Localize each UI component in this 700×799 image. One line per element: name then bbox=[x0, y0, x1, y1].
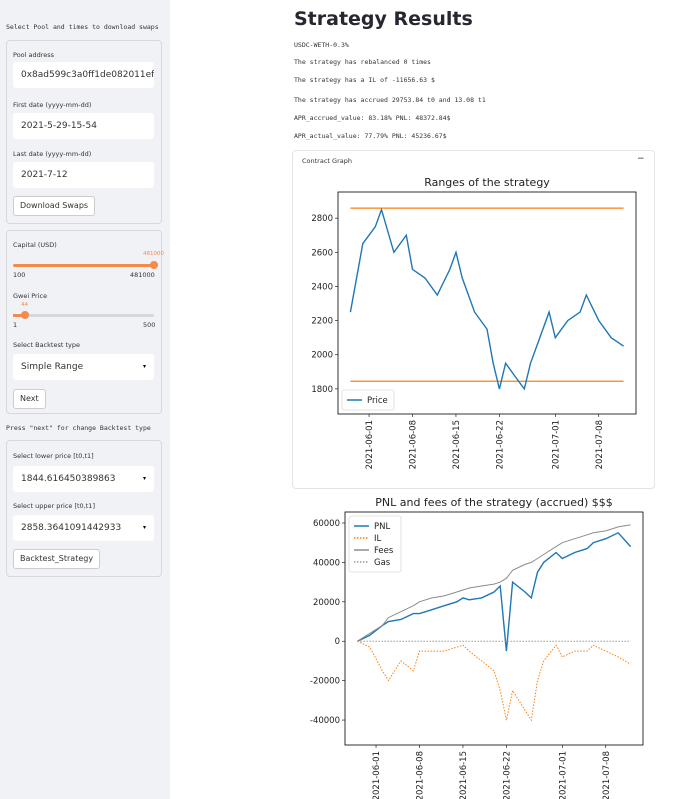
x-tick-label: 2021-06-22 bbox=[495, 420, 505, 469]
text-line: The strategy has a IL of -11656.63 $ bbox=[294, 76, 435, 84]
y-tick-label: 2800 bbox=[311, 214, 333, 224]
form-box bbox=[6, 40, 162, 224]
legend-label: PNL bbox=[374, 522, 390, 532]
text-line: APR_accrued_value: 83.18% PNL: 48372.84$ bbox=[294, 114, 451, 122]
y-tick-label: 2600 bbox=[311, 248, 333, 258]
legend-label: Price bbox=[367, 396, 388, 406]
legend-label: Gas bbox=[374, 558, 391, 568]
chart-title: PNL and fees of the strategy (accrued) $… bbox=[375, 496, 613, 509]
slider-fill bbox=[13, 314, 25, 317]
label: Select upper price [t0,t1] bbox=[13, 502, 95, 510]
y-tick-label: 40000 bbox=[313, 558, 340, 568]
label: Pool address bbox=[13, 51, 55, 59]
select[interactable]: Simple Range bbox=[13, 354, 154, 380]
slider-thumb[interactable] bbox=[21, 311, 29, 319]
expander-header[interactable]: Contract Graph bbox=[302, 157, 352, 165]
x-tick-label: 2021-07-01 bbox=[558, 751, 568, 799]
label: Last date (yyyy-mm-dd) bbox=[13, 150, 92, 158]
text-input[interactable]: 2021-7-12 bbox=[13, 162, 154, 188]
select[interactable]: 2858.3641091442933 bbox=[13, 515, 154, 541]
x-tick-label: 2021-07-01 bbox=[551, 420, 561, 469]
expander bbox=[292, 150, 655, 489]
series-line bbox=[349, 207, 624, 391]
select[interactable]: 1844.616450389863 bbox=[13, 466, 154, 492]
x-tick-label: 2021-07-08 bbox=[602, 751, 612, 799]
y-tick-label: 1800 bbox=[311, 385, 333, 395]
page-title: Strategy Results bbox=[294, 8, 473, 30]
series-line bbox=[357, 640, 631, 722]
text-line: APR_actual_value: 77.79% PNL: 45236.67$ bbox=[294, 132, 447, 140]
x-tick-label: 2021-06-01 bbox=[365, 420, 375, 469]
heading: Select Pool and times to download swaps bbox=[6, 23, 159, 31]
text-input[interactable]: 0x8ad599c3a0ff1de082011efddc58f1908eb6e6… bbox=[13, 62, 154, 88]
series-line bbox=[357, 524, 631, 642]
text-line: USDC-WETH-0.3% bbox=[294, 41, 349, 49]
slider-min: 100 bbox=[13, 271, 26, 279]
x-tick-label: 2021-06-15 bbox=[459, 751, 469, 799]
x-tick-label: 2021-06-15 bbox=[452, 420, 462, 469]
y-tick-label: 20000 bbox=[313, 598, 340, 608]
x-tick-label: 2021-07-08 bbox=[595, 420, 605, 469]
legend-box bbox=[348, 515, 402, 573]
x-tick-label: 2021-06-22 bbox=[502, 751, 512, 799]
y-tick-label: 60000 bbox=[313, 519, 340, 529]
y-tick-label: 0 bbox=[335, 637, 340, 647]
x-tick-label: 2021-06-08 bbox=[416, 751, 426, 799]
y-tick-label: -40000 bbox=[310, 716, 340, 726]
slider-max: 500 bbox=[143, 321, 156, 329]
text-line: The strategy has accrued 29753.84 t0 and… bbox=[294, 96, 486, 104]
slider-value: 481000 bbox=[143, 251, 164, 257]
slider-thumb[interactable] bbox=[150, 261, 158, 269]
legend-label: Fees bbox=[374, 546, 394, 556]
label: Select Backtest type bbox=[13, 341, 80, 349]
y-tick-label: 2000 bbox=[311, 351, 333, 361]
expander-toggle[interactable]: − bbox=[637, 154, 645, 164]
hint: Press "next" for change Backtest type bbox=[6, 424, 151, 432]
slider-min: 1 bbox=[13, 321, 18, 329]
form-box bbox=[6, 230, 162, 414]
x-tick-label: 2021-06-08 bbox=[409, 420, 419, 469]
text-line: The strategy has rebalanced 0 times bbox=[294, 58, 431, 66]
legend-label: IL bbox=[374, 534, 382, 544]
slider-value: 44 bbox=[21, 302, 28, 308]
y-tick-label: 2200 bbox=[311, 317, 333, 327]
slider-max: 481000 bbox=[130, 271, 155, 279]
series-line bbox=[357, 531, 632, 652]
label: Select lower price [t0,t1] bbox=[13, 452, 94, 460]
chart-title: Ranges of the strategy bbox=[424, 176, 550, 189]
button[interactable]: Download Swaps bbox=[13, 196, 96, 216]
form-box bbox=[6, 440, 162, 577]
y-tick-label: 2400 bbox=[311, 282, 333, 292]
sidebar: Select Pool and times to download swaps … bbox=[0, 0, 170, 799]
text-input[interactable]: 2021-5-29-15-54 bbox=[13, 113, 154, 139]
legend-box bbox=[341, 389, 395, 411]
label: Capital (USD) bbox=[13, 241, 57, 249]
plot-frame bbox=[344, 511, 644, 746]
caret: ▾ bbox=[143, 524, 147, 531]
plot-frame bbox=[337, 191, 637, 415]
slider-track bbox=[13, 314, 154, 317]
caret: ▾ bbox=[143, 475, 147, 482]
x-tick-label: 2021-06-01 bbox=[372, 751, 382, 799]
button[interactable]: Backtest_Strategy bbox=[13, 549, 101, 569]
button[interactable]: Next bbox=[13, 389, 46, 409]
label: Gwei Price bbox=[13, 292, 48, 300]
label: First date (yyyy-mm-dd) bbox=[13, 101, 92, 109]
slider-track bbox=[13, 264, 154, 267]
caret: ▾ bbox=[143, 363, 147, 370]
y-tick-label: -20000 bbox=[310, 677, 340, 687]
